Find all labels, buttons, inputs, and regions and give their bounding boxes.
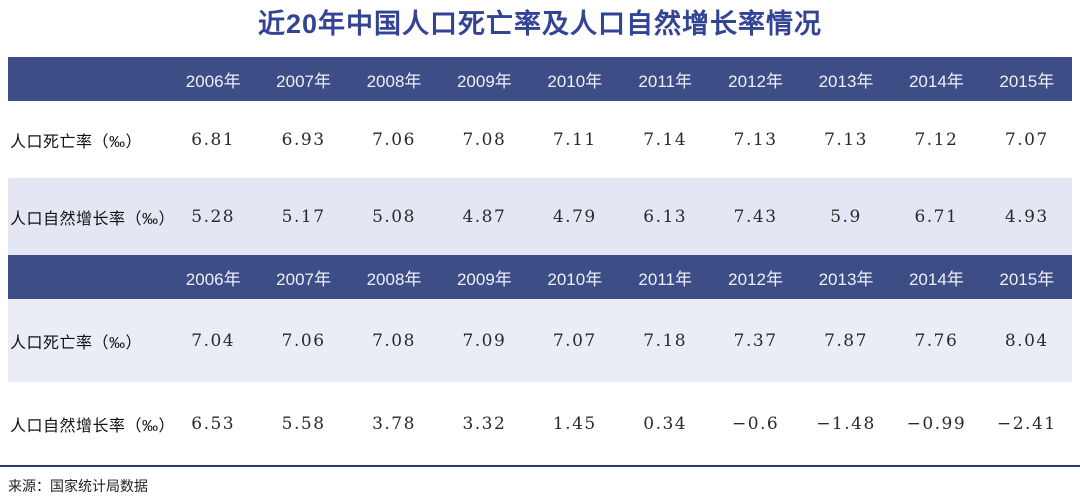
year-header: 2015年 xyxy=(999,269,1055,289)
value-cell: 6.81 xyxy=(191,129,236,150)
year-header: 2007年 xyxy=(276,269,331,289)
year-header: 2011年 xyxy=(638,269,692,289)
value-cell: 7.06 xyxy=(281,330,326,351)
year-header: 2009年 xyxy=(456,269,512,289)
year-header: 2010年 xyxy=(547,71,603,91)
value-cell: 5.28 xyxy=(191,206,236,227)
value-cell: 3.78 xyxy=(372,413,416,434)
value-cell: 6.13 xyxy=(643,206,688,227)
value-cell: 6.71 xyxy=(914,206,959,227)
value-cell: 0.34 xyxy=(643,413,688,434)
year-header: 2007年 xyxy=(276,71,331,91)
year-header: 2013年 xyxy=(818,269,874,289)
row-label: 人口自然增长率（‰） xyxy=(10,210,176,228)
row-label: 人口自然增长率（‰） xyxy=(10,417,176,435)
value-cell: 7.76 xyxy=(914,330,959,351)
table-row-natural-growth-1: 人口自然增长率（‰） 5.28 5.17 5.08 4.87 4.79 6.13… xyxy=(8,178,1072,255)
table-2-year-header-row: 2006年 2007年 2008年 2009年 2010年 2011年 2012… xyxy=(8,255,1072,299)
value-cell: 4.87 xyxy=(462,206,507,227)
value-cell: 3.32 xyxy=(462,413,507,434)
value-cell: 7.12 xyxy=(914,129,959,150)
year-header: 2014年 xyxy=(908,269,964,289)
value-cell: 5.58 xyxy=(281,413,326,434)
year-header: 2006年 xyxy=(185,71,241,91)
value-cell: 7.18 xyxy=(643,330,688,351)
value-cell: 7.87 xyxy=(824,330,868,351)
table-row-natural-growth-2: 人口自然增长率（‰） 6.53 5.58 3.78 3.32 1.45 0.34… xyxy=(8,382,1072,465)
table-row-death-rate-1: 人口死亡率（‰） 6.81 6.93 7.06 7.08 7.11 7.14 7… xyxy=(8,101,1072,178)
year-header: 2006年 xyxy=(185,269,241,289)
source-note: 来源：国家统计局数据 xyxy=(8,478,148,494)
value-cell: 7.08 xyxy=(462,129,507,150)
year-header: 2009年 xyxy=(456,71,512,91)
year-header: 2015年 xyxy=(999,71,1055,91)
table-row-death-rate-2: 人口死亡率（‰） 7.04 7.06 7.08 7.09 7.07 7.18 7… xyxy=(8,299,1072,382)
value-cell: 5.08 xyxy=(372,206,416,227)
value-cell: −2.41 xyxy=(996,413,1057,434)
year-header: 2008年 xyxy=(366,269,422,289)
value-cell: 7.37 xyxy=(733,330,778,351)
value-cell: 7.04 xyxy=(191,330,236,351)
value-cell: 7.07 xyxy=(552,330,597,351)
value-cell: 8.04 xyxy=(1004,330,1049,351)
value-cell: 5.17 xyxy=(281,206,326,227)
value-cell: −1.48 xyxy=(816,413,876,434)
year-header: 2013年 xyxy=(818,71,874,91)
value-cell: 4.93 xyxy=(1004,206,1049,227)
value-cell: 7.14 xyxy=(643,129,688,150)
value-cell: −0.99 xyxy=(906,413,967,434)
year-header: 2011年 xyxy=(638,71,692,91)
value-cell: 7.11 xyxy=(552,129,597,150)
value-cell: 7.08 xyxy=(372,330,416,351)
year-header: 2008年 xyxy=(366,71,422,91)
value-cell: 7.13 xyxy=(733,129,778,150)
year-header: 2010年 xyxy=(547,269,603,289)
year-header: 2012年 xyxy=(728,269,783,289)
divider-line xyxy=(0,465,1080,467)
value-cell: 7.13 xyxy=(824,129,868,150)
value-cell: 5.9 xyxy=(830,206,862,227)
value-cell: 6.53 xyxy=(191,413,236,434)
value-cell: 6.93 xyxy=(281,129,326,150)
value-cell: −0.6 xyxy=(731,413,780,434)
value-cell: 7.07 xyxy=(1004,129,1049,150)
row-label: 人口死亡率（‰） xyxy=(10,133,143,151)
value-cell: 4.79 xyxy=(552,206,597,227)
value-cell: 1.45 xyxy=(552,413,597,434)
year-header: 2014年 xyxy=(908,71,964,91)
year-header: 2012年 xyxy=(728,71,783,91)
value-cell: 7.09 xyxy=(462,330,507,351)
table-1-year-header-row: 2006年 2007年 2008年 2009年 2010年 2011年 2012… xyxy=(8,57,1072,101)
row-label: 人口死亡率（‰） xyxy=(10,334,143,352)
data-table-1: 2006年 2007年 2008年 2009年 2010年 2011年 2012… xyxy=(8,57,1072,255)
value-cell: 7.43 xyxy=(733,206,778,227)
value-cell: 7.06 xyxy=(372,129,416,150)
page-title: 近20年中国人口死亡率及人口自然增长率情况 xyxy=(257,9,823,39)
data-table-2: 2006年 2007年 2008年 2009年 2010年 2011年 2012… xyxy=(8,255,1072,465)
